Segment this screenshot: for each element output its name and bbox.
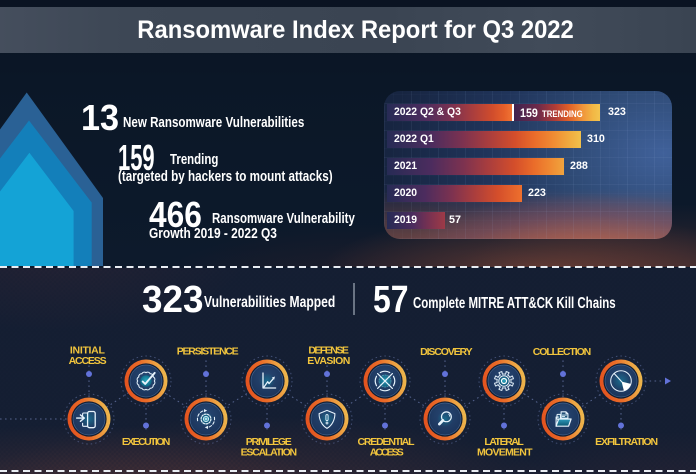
svg-text:COLLECTION: COLLECTION xyxy=(533,346,592,358)
svg-text:ACCESS: ACCESS xyxy=(69,355,107,367)
svg-text:EXECUTION: EXECUTION xyxy=(122,436,171,448)
svg-text:ESCALATION: ESCALATION xyxy=(241,447,298,459)
svg-text:MOVEMENT: MOVEMENT xyxy=(477,447,533,459)
svg-text:LATERAL: LATERAL xyxy=(484,436,524,448)
svg-text:PERSISTENCE: PERSISTENCE xyxy=(177,345,239,357)
svg-text:DEFENSE: DEFENSE xyxy=(308,344,349,356)
svg-text:EVASION: EVASION xyxy=(307,355,350,367)
svg-text:CREDENTIAL: CREDENTIAL xyxy=(358,436,416,448)
svg-text:INITIAL: INITIAL xyxy=(70,344,106,356)
svg-text:EXFILTRATION: EXFILTRATION xyxy=(595,436,658,448)
svg-text:PRIVILEGE: PRIVILEGE xyxy=(246,436,292,448)
svg-text:ACCESS: ACCESS xyxy=(370,447,404,459)
svg-text:DISCOVERY: DISCOVERY xyxy=(420,346,473,358)
